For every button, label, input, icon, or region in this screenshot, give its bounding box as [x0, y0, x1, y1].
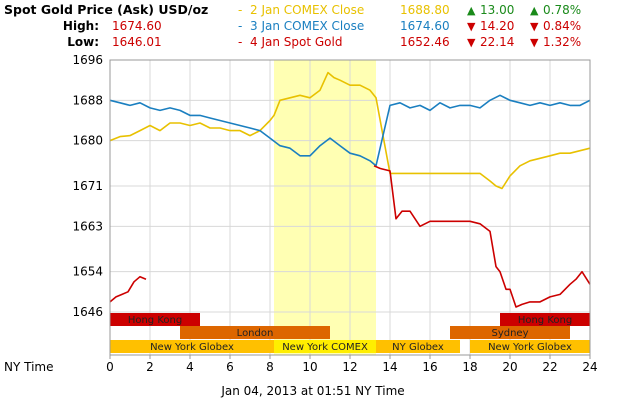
y-tick-label: 1671	[72, 179, 103, 193]
chart-header: Spot Gold Price (Ask) USD/oz High: 1674.…	[4, 2, 208, 49]
legend-pct-change: 0.78%	[543, 3, 581, 17]
legend-change: 13.00	[480, 3, 514, 17]
legend-series-value: 1688.80	[400, 3, 450, 17]
x-tick-label: 4	[186, 360, 194, 374]
y-tick-label: 1646	[72, 305, 103, 319]
chart-title: Spot Gold Price (Ask) USD/oz	[4, 2, 208, 17]
x-tick-label: 8	[266, 360, 274, 374]
session-label: Hong Kong	[128, 315, 182, 326]
session-bar	[376, 340, 460, 353]
x-tick-label: 2	[146, 360, 154, 374]
session-bar	[470, 340, 590, 353]
legend-pct-change: 1.32%	[543, 35, 581, 49]
y-tick-label: 1680	[72, 134, 103, 148]
legend: -2 Jan COMEX Close 1688.80 ▲ 13.00 ▲ 0.78%- 3 …	[238, 3, 581, 49]
comex-highlight-band	[274, 60, 376, 355]
y-tick-label: 1663	[72, 219, 103, 233]
series-lines	[109, 71, 591, 308]
legend-pct-arrow: ▼	[530, 20, 539, 33]
session-label: New York COMEX	[282, 342, 368, 353]
x-tick-label: 22	[542, 360, 557, 374]
high-value: 1674.60	[112, 19, 162, 33]
legend-pct-arrow: ▲	[530, 4, 539, 17]
y-tick-label: 1688	[72, 93, 103, 107]
x-tick-label: 16	[422, 360, 437, 374]
high-label: High:	[63, 19, 99, 33]
legend-series-value: 1652.46	[400, 35, 450, 49]
legend-change: 22.14	[480, 35, 514, 49]
legend-change-arrow: ▲	[467, 4, 476, 17]
y-tick-label: 1696	[72, 53, 103, 67]
x-axis-label: NY Time	[4, 360, 54, 374]
x-tick-label: 14	[382, 360, 397, 374]
low-value: 1646.01	[112, 35, 162, 49]
legend-dash: -	[238, 35, 242, 49]
legend-change-arrow: ▼	[467, 20, 476, 33]
legend-series-name: 2 Jan COMEX Close	[250, 3, 364, 17]
legend-series-name: 4 Jan Spot Gold	[250, 35, 342, 49]
legend-pct-change: 0.84%	[543, 19, 581, 33]
session-label: NY Globex	[392, 342, 444, 353]
legend-series-value: 1674.60	[400, 19, 450, 33]
session-label: New York Globex	[488, 342, 572, 353]
legend-dash: -	[238, 19, 242, 33]
low-label: Low:	[67, 35, 99, 49]
series-line	[109, 165, 591, 308]
legend-dash: -	[238, 3, 242, 17]
session-label: Sydney	[491, 328, 528, 339]
x-tick-label: 0	[106, 360, 114, 374]
legend-pct-arrow: ▼	[530, 36, 539, 49]
x-tick-label: 20	[502, 360, 517, 374]
x-tick-label: 12	[342, 360, 357, 374]
session-bar	[180, 326, 330, 339]
series-line	[109, 71, 591, 190]
session-bar	[450, 326, 570, 339]
x-tick-label: 6	[226, 360, 234, 374]
market-sessions: Hong Kong Hong Kong London Sydney New York G…	[110, 313, 590, 353]
legend-change-arrow: ▼	[467, 36, 476, 49]
session-bar	[110, 313, 200, 326]
session-bar	[110, 340, 274, 353]
session-label: London	[237, 328, 274, 339]
legend-series-name: 3 Jan COMEX Close	[250, 19, 364, 33]
series-line	[109, 94, 591, 167]
session-bar	[500, 313, 590, 326]
x-tick-label: 18	[462, 360, 477, 374]
session-label: Hong Kong	[518, 315, 572, 326]
timestamp: Jan 04, 2013 at 01:51 NY Time	[220, 384, 404, 398]
session-bar	[274, 340, 376, 353]
session-label: New York Globex	[150, 342, 234, 353]
y-tick-label: 1654	[72, 265, 103, 279]
x-tick-label: 24	[582, 360, 597, 374]
legend-change: 14.20	[480, 19, 514, 33]
x-tick-label: 10	[302, 360, 317, 374]
